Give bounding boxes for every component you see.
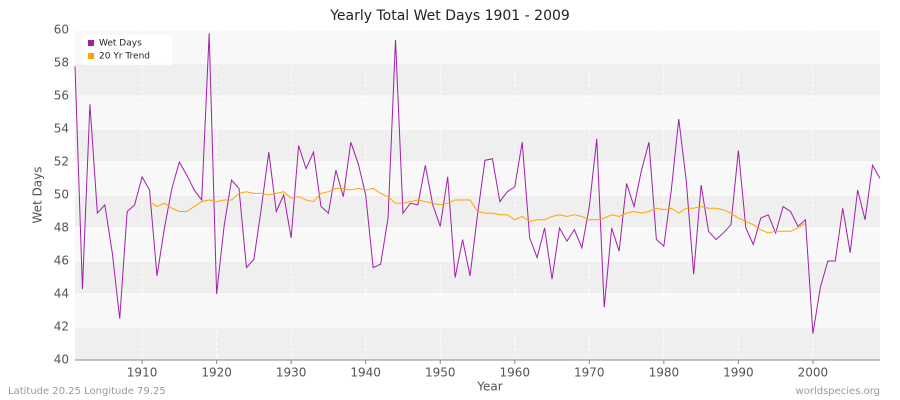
legend: Wet Days 20 Yr Trend	[82, 35, 172, 65]
grid-band	[75, 327, 880, 360]
x-tick-label: 1940	[350, 366, 381, 380]
y-tick-label: 44	[54, 287, 69, 301]
series-line	[74, 33, 881, 334]
y-tick-label: 40	[54, 353, 69, 367]
grid-band	[75, 129, 880, 162]
footer-left: Latitude 20.25 Longitude 79.25	[8, 386, 166, 397]
y-tick-label: 56	[54, 89, 69, 103]
y-tick-label: 46	[54, 254, 69, 268]
y-tick-label: 50	[54, 188, 69, 202]
grid-band	[75, 63, 880, 96]
x-tick-label: 2000	[798, 366, 829, 380]
y-axis-label: Wet Days	[31, 166, 45, 223]
legend-swatch	[88, 40, 94, 46]
legend-label: Wet Days	[99, 39, 142, 49]
x-tick-label: 1910	[127, 366, 158, 380]
legend-box	[82, 35, 172, 65]
y-tick-label: 54	[54, 122, 69, 136]
grid-band	[75, 261, 880, 294]
y-tick-label: 58	[54, 56, 69, 70]
x-axis-label: Year	[476, 380, 502, 394]
x-tick-label: 1990	[723, 366, 754, 380]
x-tick-label: 1920	[201, 366, 232, 380]
chart-title: Yearly Total Wet Days 1901 - 2009	[329, 8, 570, 24]
y-tick-label: 42	[54, 320, 69, 334]
x-tick-label: 1950	[425, 366, 456, 380]
x-tick-label: 1960	[499, 366, 530, 380]
series-line	[149, 187, 806, 234]
y-tick-label: 52	[54, 155, 69, 169]
x-tick-label: 1980	[649, 366, 680, 380]
x-tick-label: 1930	[276, 366, 307, 380]
legend-label: 20 Yr Trend	[99, 52, 150, 62]
x-tick-label: 1970	[574, 366, 605, 380]
y-tick-label: 60	[54, 23, 69, 37]
footer-right: worldspecies.org	[796, 386, 880, 397]
y-tick-label: 48	[54, 221, 69, 235]
legend-swatch	[88, 53, 94, 59]
